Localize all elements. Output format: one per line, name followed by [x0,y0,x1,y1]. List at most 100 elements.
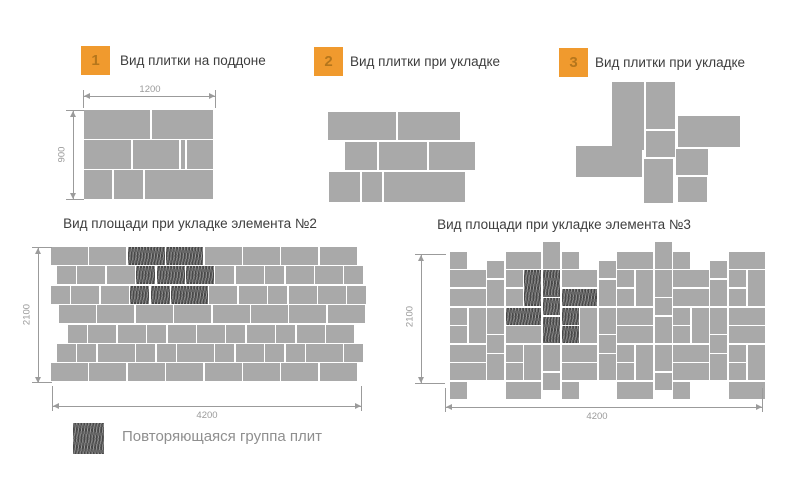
arrow-down-icon [70,193,76,199]
tile [57,344,76,362]
tile [329,172,360,202]
tile [598,261,616,279]
tile [180,140,186,169]
tile [449,251,468,269]
tile [347,285,367,304]
tile [654,242,672,269]
tile [673,251,691,269]
tile [449,270,486,288]
hatched-tile [186,266,214,285]
tile [326,324,354,343]
tile [691,307,709,344]
tile [673,270,709,288]
arrow-left-icon [446,404,452,410]
tile [728,326,765,344]
tile [71,285,100,304]
tile [144,170,214,199]
tile [147,324,167,343]
step-1-badge: 1 [81,46,110,75]
tile [710,279,728,307]
tile [678,177,707,202]
step-2-badge: 2 [314,47,343,76]
tile [268,285,288,304]
tile [598,279,616,307]
arrow-down-icon [35,377,41,383]
tile [166,363,204,382]
hatched-tile [130,285,150,304]
tile [617,363,635,381]
tile [285,266,314,285]
tile [505,270,523,288]
tile [132,140,180,169]
arrow-down-icon [418,377,424,383]
extension-line [66,110,84,111]
tile [197,324,225,343]
step-3-title: Вид плитки при укладке [595,55,746,70]
tile [83,110,151,139]
tile [524,344,542,381]
tile [88,324,117,343]
arrow-up-icon [35,248,41,254]
step-3-number: 3 [569,54,578,71]
tile [319,363,357,382]
tile [561,363,598,381]
tile [728,251,765,269]
tile [344,266,364,285]
tile [215,344,235,362]
tile [654,316,672,344]
extension-line [415,254,446,255]
step-2-number: 2 [324,53,333,70]
tile [156,344,176,362]
tile [276,324,296,343]
tile [127,363,165,382]
tile [747,270,765,307]
hatched-tile [505,307,542,325]
tile [617,288,635,307]
arrow-right-icon [355,403,361,409]
tile [265,344,285,362]
dimension-line [38,248,39,383]
tile [505,381,542,400]
tile [204,247,242,265]
tile [747,344,765,381]
tile [449,288,486,307]
tile [151,110,214,139]
tile [598,354,616,381]
tile [174,305,212,324]
tile [576,146,642,177]
tile [612,82,644,150]
dimension-label: 1200 [139,84,161,95]
hatched-tile [542,316,561,344]
tile [542,242,561,269]
tile [186,140,214,169]
tile [68,324,87,343]
tile [345,142,377,170]
tile [617,307,654,325]
tile [617,251,654,269]
tile [97,344,135,362]
dimension-line [446,407,762,408]
tile [289,305,327,324]
tile [113,170,144,199]
hatched-tile [561,288,598,307]
extension-line [215,90,216,108]
tile [384,172,465,202]
hatched-tile [150,285,170,304]
tile [106,266,135,285]
tile [561,381,579,400]
dimension-label: 4200 [196,410,218,421]
tile [598,307,616,334]
tile [710,335,728,353]
hatched-tile [524,270,542,307]
tile [51,247,88,265]
tile [100,285,129,304]
tile [542,344,561,372]
extension-line [361,386,362,411]
arrow-right-icon [756,404,762,410]
tile [580,307,598,344]
tile [83,140,132,169]
extension-line [66,199,84,200]
tile [542,372,561,390]
dimension-label: 4200 [586,411,608,422]
